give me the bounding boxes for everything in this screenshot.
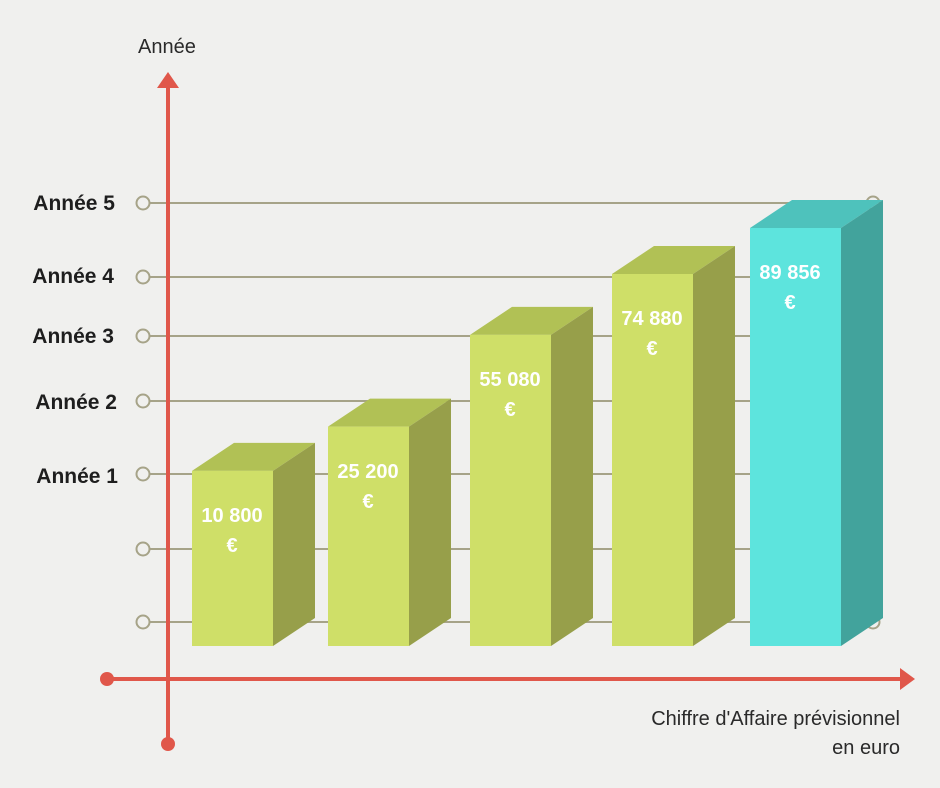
bar-value-unit-5: € xyxy=(784,292,796,314)
grid-marker-left-blank-2 xyxy=(135,614,151,630)
bar-value-label-3: 55 080 € xyxy=(465,365,555,425)
bar-value-unit-1: € xyxy=(226,534,238,557)
grid-marker-left-annee-4 xyxy=(135,269,151,285)
bar-3-top xyxy=(470,306,593,335)
bar-value-label-1: 10 800 € xyxy=(187,501,277,561)
x-axis-title-line-1: Chiffre d'Affaire prévisionnel xyxy=(651,708,900,730)
bar-2-top xyxy=(328,398,451,427)
bar-value-label-2: 25 200 € xyxy=(323,457,413,517)
grid-marker-left-annee-5 xyxy=(135,195,151,211)
bar-value-label-5: 89 856 € xyxy=(745,258,835,318)
x-axis-title-line-2: en euro xyxy=(832,737,900,759)
y-axis-origin-dot xyxy=(161,737,175,751)
x-axis-arrowhead xyxy=(900,668,915,690)
grid-marker-left-annee-3 xyxy=(135,328,151,344)
bar-value-unit-3: € xyxy=(504,398,516,421)
bar-3-side xyxy=(551,306,593,646)
bar-1-side xyxy=(273,442,315,646)
y-axis-arrowhead xyxy=(157,72,179,88)
bar-value-amount-4: 74 880 xyxy=(621,308,683,330)
bar-4-front xyxy=(612,274,693,646)
bar-value-amount-1: 10 800 xyxy=(201,504,263,527)
y-axis-title: Année xyxy=(138,36,196,58)
bar-4-side xyxy=(693,246,735,646)
bar-2-side xyxy=(409,398,451,646)
y-tick-label-annee-4: Année 4 xyxy=(32,265,114,288)
x-axis-origin-dot xyxy=(100,672,114,686)
bar-value-unit-4: € xyxy=(646,338,658,360)
grid-marker-left-annee-1 xyxy=(135,466,151,482)
bar-value-label-4: 74 880 € xyxy=(607,304,697,364)
grid-marker-left-annee-2 xyxy=(135,393,151,409)
bar-value-amount-2: 25 200 xyxy=(337,460,399,483)
y-tick-label-annee-2: Année 2 xyxy=(35,391,117,414)
grid-marker-left-blank-1 xyxy=(135,541,151,557)
bar-1-top xyxy=(192,442,315,471)
bar-value-amount-3: 55 080 xyxy=(479,368,541,391)
y-tick-label-annee-1: Année 1 xyxy=(36,465,118,488)
y-tick-label-annee-5: Année 5 xyxy=(33,192,115,215)
bar-5-top xyxy=(750,200,883,228)
bar-4-top xyxy=(612,246,735,274)
bar-value-unit-2: € xyxy=(362,490,374,513)
bar-5-front xyxy=(750,228,841,646)
bar-1-front xyxy=(192,470,273,646)
y-tick-label-annee-3: Année 3 xyxy=(32,325,114,348)
bar-2-front xyxy=(328,426,409,646)
bar-3-front xyxy=(470,334,551,646)
bar-5-side xyxy=(841,200,883,646)
bar-value-amount-5: 89 856 xyxy=(759,262,821,284)
